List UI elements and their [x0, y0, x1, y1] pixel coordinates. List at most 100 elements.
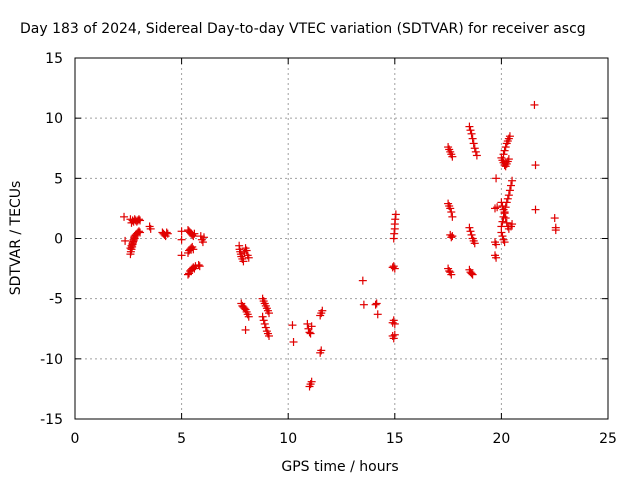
- data-point: [307, 322, 316, 331]
- data-point: [241, 325, 250, 334]
- data-point: [531, 205, 540, 214]
- data-point: [504, 155, 513, 164]
- data-point: [190, 229, 199, 238]
- data-point: [195, 262, 204, 271]
- data-point: [492, 174, 501, 183]
- data-points: [120, 100, 560, 391]
- data-point: [508, 220, 517, 229]
- data-point: [508, 176, 517, 185]
- y-tick-label: -10: [40, 352, 63, 368]
- data-point: [391, 210, 400, 219]
- data-point: [466, 227, 475, 236]
- data-point: [448, 152, 457, 161]
- data-point: [500, 146, 509, 155]
- data-point: [502, 218, 511, 227]
- data-point: [470, 144, 479, 153]
- data-point: [244, 253, 253, 262]
- data-point: [134, 215, 143, 224]
- data-point: [469, 139, 478, 148]
- data-point: [189, 245, 198, 254]
- data-point: [505, 186, 514, 195]
- data-point: [531, 161, 540, 170]
- data-point: [465, 223, 474, 232]
- data-point: [492, 253, 501, 262]
- data-point: [500, 209, 509, 218]
- data-point: [499, 150, 508, 159]
- data-point: [198, 238, 207, 247]
- data-point: [136, 216, 145, 225]
- x-axis-label: GPS time / hours: [281, 459, 398, 475]
- data-point: [447, 270, 456, 279]
- gridlines: [75, 58, 608, 419]
- plot-frame: [74, 57, 609, 420]
- data-point: [492, 240, 501, 249]
- data-point: [447, 208, 456, 217]
- data-point: [177, 235, 186, 244]
- y-tick-label: 15: [45, 51, 63, 67]
- data-point: [260, 319, 269, 328]
- data-point: [358, 276, 367, 285]
- data-point: [499, 205, 508, 214]
- data-point: [318, 306, 327, 315]
- data-point: [448, 232, 457, 241]
- data-point: [372, 299, 381, 308]
- data-point: [130, 234, 139, 243]
- data-point: [121, 236, 130, 245]
- data-point: [468, 270, 477, 279]
- chart-title: Day 183 of 2024, Sidereal Day-to-day VTE…: [20, 21, 586, 37]
- data-point: [506, 181, 515, 190]
- data-point: [447, 233, 456, 242]
- y-tick-label: -5: [49, 292, 63, 308]
- data-point: [498, 232, 507, 241]
- data-point: [136, 228, 145, 237]
- data-point: [199, 233, 208, 242]
- data-point: [491, 204, 500, 213]
- data-point: [467, 230, 476, 239]
- data-point: [162, 228, 171, 237]
- data-point: [466, 126, 475, 135]
- data-point: [498, 202, 507, 211]
- data-point: [306, 329, 315, 338]
- data-point: [467, 269, 476, 278]
- data-point: [317, 346, 326, 355]
- data-point: [371, 300, 380, 309]
- data-point: [390, 229, 399, 238]
- data-point: [551, 226, 560, 235]
- data-point: [239, 257, 248, 266]
- x-tick-label: 0: [71, 431, 80, 447]
- data-point: [261, 323, 270, 332]
- data-point: [373, 310, 382, 319]
- data-point: [530, 100, 539, 109]
- data-point: [389, 334, 398, 343]
- data-point: [505, 132, 514, 141]
- data-point: [265, 309, 274, 318]
- axis-ticks: 0 5 10 15 20 25 -15 -10 -5 0 5 10 15: [40, 51, 617, 447]
- data-point: [448, 212, 457, 221]
- data-point: [472, 151, 481, 160]
- data-point: [265, 331, 274, 340]
- y-axis-label: SDTVAR / TECUs: [8, 181, 24, 296]
- data-point: [242, 246, 251, 255]
- y-tick-label: 10: [45, 111, 63, 127]
- x-tick-label: 15: [386, 431, 404, 447]
- data-point: [120, 212, 129, 221]
- data-point: [446, 204, 455, 213]
- data-point: [163, 229, 172, 238]
- data-point: [288, 321, 297, 330]
- data-point: [259, 316, 268, 325]
- data-point: [307, 377, 316, 386]
- data-point: [497, 228, 506, 237]
- data-point: [503, 194, 512, 203]
- data-point: [390, 319, 399, 328]
- data-point: [504, 191, 513, 200]
- data-point: [497, 198, 506, 207]
- data-point: [134, 227, 143, 236]
- data-point: [305, 328, 314, 337]
- x-tick-label: 20: [492, 431, 510, 447]
- x-tick-label: 5: [177, 431, 186, 447]
- x-tick-label: 25: [599, 431, 617, 447]
- data-point: [501, 214, 510, 223]
- data-point: [465, 122, 474, 131]
- x-tick-label: 10: [279, 431, 297, 447]
